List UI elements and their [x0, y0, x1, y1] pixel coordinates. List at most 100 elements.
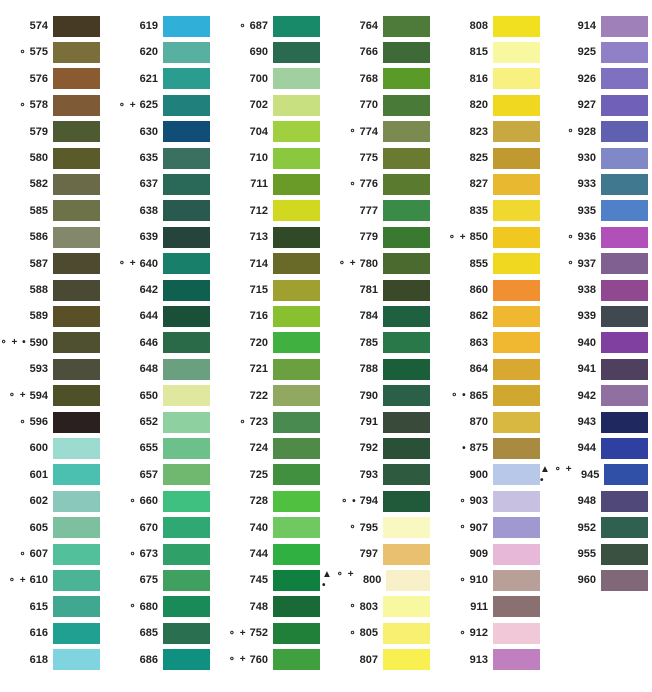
- color-code: 764: [359, 20, 378, 32]
- availability-marks: ∘: [349, 522, 357, 534]
- color-swatch: [53, 305, 100, 327]
- color-row: 784: [322, 305, 430, 327]
- color-swatch: [163, 332, 210, 354]
- color-swatch: [601, 490, 648, 512]
- color-code: 865: [469, 389, 488, 402]
- availability-marks: ∘ +: [228, 627, 247, 639]
- color-row: ∘ 660: [102, 490, 210, 512]
- color-swatch: [493, 596, 540, 618]
- color-swatch: [493, 200, 540, 222]
- color-row: 864: [432, 358, 540, 380]
- color-row: 768: [322, 68, 430, 90]
- color-row: ∘ +640: [102, 253, 210, 275]
- color-code: 913: [469, 653, 488, 666]
- color-row: 740: [212, 517, 320, 539]
- color-row: ∘ +752: [212, 622, 320, 644]
- color-swatch: [383, 411, 430, 433]
- color-row: 618: [0, 649, 100, 671]
- color-code: 780: [359, 257, 378, 270]
- color-swatch: [53, 147, 100, 169]
- color-swatch: [273, 68, 320, 90]
- availability-marks: ∘: [129, 495, 137, 507]
- availability-marks: ∘: [129, 548, 137, 560]
- color-row: 713: [212, 226, 320, 248]
- color-swatch: [601, 15, 648, 37]
- color-row: 616: [0, 622, 100, 644]
- color-code: 939: [577, 310, 596, 323]
- color-row: 863: [432, 332, 540, 354]
- color-swatch: [383, 437, 430, 459]
- color-row: 615: [0, 596, 100, 618]
- color-row: ∘ +610: [0, 569, 100, 591]
- color-swatch: [493, 226, 540, 248]
- color-row: 619: [102, 15, 210, 37]
- color-swatch: [383, 200, 430, 222]
- color-code: 779: [359, 231, 378, 244]
- color-swatch: [273, 15, 320, 37]
- color-swatch: [383, 253, 430, 275]
- color-row: 579: [0, 121, 100, 143]
- color-code: 935: [577, 204, 596, 217]
- color-code: 652: [139, 416, 158, 428]
- color-code: 795: [359, 521, 378, 534]
- color-row: 775: [322, 147, 430, 169]
- color-code: 792: [359, 442, 378, 455]
- color-code: 820: [469, 99, 488, 112]
- color-row: 574: [0, 15, 100, 37]
- color-swatch: [53, 569, 100, 591]
- color-code: 638: [139, 204, 158, 217]
- color-row: ∘ 903: [432, 490, 540, 512]
- color-swatch: [493, 649, 540, 671]
- color-swatch: [493, 464, 540, 486]
- color-swatch: [273, 305, 320, 327]
- color-code: 744: [249, 548, 268, 560]
- color-code: 642: [139, 284, 158, 296]
- color-code: 687: [249, 20, 268, 32]
- color-row: 785: [322, 332, 430, 354]
- color-code: 702: [249, 99, 268, 112]
- color-swatch: [493, 94, 540, 116]
- color-swatch: [163, 15, 210, 37]
- color-row: 745: [212, 569, 320, 591]
- color-swatch: [53, 68, 100, 90]
- color-swatch: [493, 411, 540, 433]
- color-code: 607: [29, 548, 48, 560]
- color-swatch: [53, 490, 100, 512]
- color-row: 725: [212, 464, 320, 486]
- color-code: 601: [29, 468, 48, 481]
- color-swatch: [493, 279, 540, 301]
- color-swatch: [273, 437, 320, 459]
- color-code: 594: [29, 389, 48, 402]
- color-swatch: [601, 68, 648, 90]
- color-swatch: [163, 596, 210, 618]
- color-swatch: [273, 173, 320, 195]
- color-code: 740: [249, 521, 268, 534]
- color-swatch: [383, 94, 430, 116]
- color-row: ∘ 805: [322, 622, 430, 644]
- color-code: 630: [139, 125, 158, 138]
- color-swatch: [53, 15, 100, 37]
- color-code: 635: [139, 152, 158, 164]
- color-swatch: [273, 543, 320, 565]
- color-swatch: [163, 622, 210, 644]
- color-row: ∘ 803: [322, 596, 430, 618]
- availability-marks: ∘: [567, 231, 575, 243]
- color-swatch: [273, 279, 320, 301]
- color-row: 720: [212, 332, 320, 354]
- color-swatch: [383, 226, 430, 248]
- color-row: 766: [322, 41, 430, 63]
- color-row: 777: [322, 200, 430, 222]
- availability-marks: ∘: [349, 126, 357, 138]
- color-code: 910: [469, 574, 488, 587]
- color-row: 686: [102, 649, 210, 671]
- color-swatch: [383, 279, 430, 301]
- color-swatch: [383, 385, 430, 407]
- color-row: 827: [432, 173, 540, 195]
- color-row: 909: [432, 543, 540, 565]
- color-code: 576: [29, 72, 48, 85]
- color-code: 714: [249, 257, 268, 270]
- color-code: 850: [469, 231, 488, 244]
- color-swatch: [53, 200, 100, 222]
- color-row: 860: [432, 279, 540, 301]
